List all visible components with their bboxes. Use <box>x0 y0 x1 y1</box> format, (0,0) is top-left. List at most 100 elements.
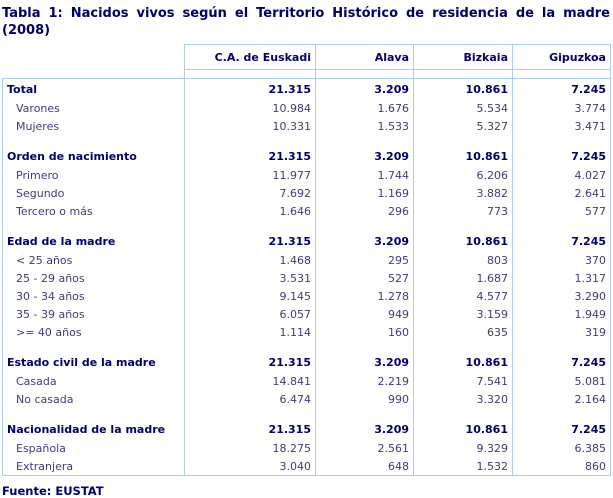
gap-cell <box>2 408 185 419</box>
value-cell: 160 <box>315 323 414 342</box>
column-header-euskadi: C.A. de Euskadi <box>184 44 316 70</box>
value-cell: 635 <box>413 323 513 342</box>
value-cell: 21.315 <box>184 230 316 252</box>
row-label: 30 - 34 años <box>2 287 185 306</box>
value-cell: 3.471 <box>512 117 611 136</box>
value-cell: 10.861 <box>413 351 513 373</box>
value-cell: 10.331 <box>184 117 316 136</box>
value-cell: 2.219 <box>315 372 414 391</box>
value-cell: 6.474 <box>184 390 316 409</box>
value-cell: 6.206 <box>413 166 513 185</box>
value-cell: 10.984 <box>184 99 316 118</box>
value-cell: 3.209 <box>315 145 414 167</box>
gap-cell <box>413 220 513 231</box>
value-cell: 4.577 <box>413 287 513 306</box>
value-cell: 648 <box>315 457 414 476</box>
value-cell: 21.315 <box>184 418 316 440</box>
value-cell: 1.646 <box>184 202 316 221</box>
value-cell: 3.209 <box>315 351 414 373</box>
value-cell: 3.209 <box>315 230 414 252</box>
group-header-row: Nacionalidad de la madre 21.315 3.209 10.86… <box>2 418 611 440</box>
value-cell: 3.209 <box>315 78 414 100</box>
column-header-gipuzkoa: Gipuzkoa <box>512 44 611 70</box>
group-gap-row <box>2 220 611 231</box>
value-cell: 1.317 <box>512 269 611 288</box>
table-header: C.A. de Euskadi Alava Bizkaia Gipuzkoa <box>3 44 611 70</box>
gap-cell <box>184 135 316 146</box>
value-cell: 6.385 <box>512 439 611 458</box>
value-cell: 7.245 <box>512 418 611 440</box>
value-cell: 21.315 <box>184 145 316 167</box>
value-cell: 2.641 <box>512 184 611 203</box>
gap-cell <box>315 220 414 231</box>
value-cell: 11.977 <box>184 166 316 185</box>
value-cell: 3.882 <box>413 184 513 203</box>
value-cell: 3.159 <box>413 305 513 324</box>
gap-cell <box>184 341 316 352</box>
value-cell: 5.534 <box>413 99 513 118</box>
row-label: < 25 años <box>2 251 185 270</box>
value-cell: 296 <box>315 202 414 221</box>
gap-cell <box>512 408 611 419</box>
value-cell: 3.774 <box>512 99 611 118</box>
value-cell: 7.245 <box>512 230 611 252</box>
value-cell: 3.531 <box>184 269 316 288</box>
row-label: >= 40 años <box>2 323 185 342</box>
row-label: Extranjera <box>2 457 185 476</box>
group-header-row: Orden de nacimiento 21.315 3.209 10.861 7.24… <box>2 145 611 167</box>
value-cell: 5.081 <box>512 372 611 391</box>
table-row: >= 40 años 1.114 160 635 319 <box>2 323 611 342</box>
gap-cell <box>184 69 316 79</box>
table-row: 25 - 29 años 3.531 527 1.687 1.317 <box>2 269 611 288</box>
value-cell: 3.320 <box>413 390 513 409</box>
value-cell: 9.329 <box>413 439 513 458</box>
table-body: Total 21.315 3.209 10.861 7.245 Varones 10.984… <box>2 69 611 476</box>
table-row: Segundo 7.692 1.169 3.882 2.641 <box>2 184 611 203</box>
corner-cell <box>3 45 185 70</box>
value-cell: 1.744 <box>315 166 414 185</box>
value-cell: 3.040 <box>184 457 316 476</box>
value-cell: 295 <box>315 251 414 270</box>
column-header-alava: Alava <box>315 44 414 70</box>
value-cell: 1.169 <box>315 184 414 203</box>
gap-cell <box>315 69 414 79</box>
gap-cell <box>2 135 185 146</box>
row-label: Total <box>2 78 185 100</box>
gap-cell <box>512 69 611 79</box>
value-cell: 3.290 <box>512 287 611 306</box>
gap-cell <box>315 341 414 352</box>
value-cell: 1.114 <box>184 323 316 342</box>
value-cell: 1.533 <box>315 117 414 136</box>
value-cell: 1.949 <box>512 305 611 324</box>
gap-cell <box>315 135 414 146</box>
value-cell: 5.327 <box>413 117 513 136</box>
row-label: Varones <box>2 99 185 118</box>
table-row: Española 18.275 2.561 9.329 6.385 <box>2 439 611 458</box>
table-row: Mujeres 10.331 1.533 5.327 3.471 <box>2 117 611 136</box>
value-cell: 4.027 <box>512 166 611 185</box>
row-label: Estado civil de la madre <box>2 351 185 373</box>
row-label: Española <box>2 439 185 458</box>
group-header-row: Edad de la madre 21.315 3.209 10.861 7.245 <box>2 230 611 252</box>
column-header-bizkaia: Bizkaia <box>413 44 513 70</box>
gap-cell <box>2 69 185 79</box>
table-row: Varones 10.984 1.676 5.534 3.774 <box>2 99 611 118</box>
value-cell: 803 <box>413 251 513 270</box>
table-row: Primero 11.977 1.744 6.206 4.027 <box>2 166 611 185</box>
row-label: Nacionalidad de la madre <box>2 418 185 440</box>
statistics-table: C.A. de Euskadi Alava Bizkaia Gipuzkoa T… <box>2 44 611 476</box>
group-gap-row <box>2 135 611 146</box>
gap-cell <box>512 220 611 231</box>
table-row: Extranjera 3.040 648 1.532 860 <box>2 457 611 476</box>
value-cell: 2.561 <box>315 439 414 458</box>
table-row: < 25 años 1.468 295 803 370 <box>2 251 611 270</box>
table-row: No casada 6.474 990 3.320 2.164 <box>2 390 611 409</box>
table-row: Tercero o más 1.646 296 773 577 <box>2 202 611 221</box>
value-cell: 370 <box>512 251 611 270</box>
table-row: Casada 14.841 2.219 7.541 5.081 <box>2 372 611 391</box>
group-header-row: Estado civil de la madre 21.315 3.209 10.86… <box>2 351 611 373</box>
gap-cell <box>2 220 185 231</box>
gap-cell <box>512 341 611 352</box>
value-cell: 949 <box>315 305 414 324</box>
column-header-row: C.A. de Euskadi Alava Bizkaia Gipuzkoa <box>3 44 611 70</box>
